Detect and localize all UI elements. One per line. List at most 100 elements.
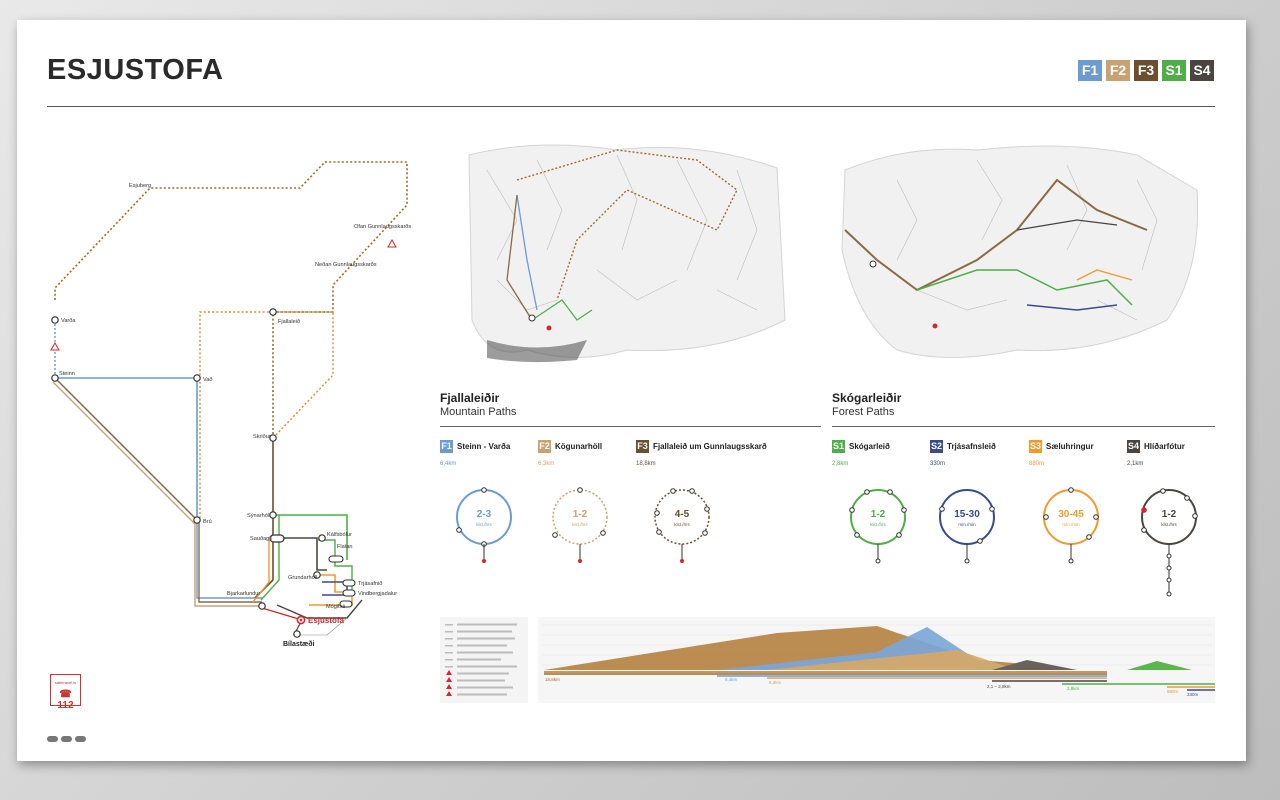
warning-icon (50, 341, 60, 351)
mountain-section-title: Fjallaleiðir (440, 391, 500, 405)
route-code-badge: S3 (1029, 440, 1042, 453)
route-name: Trjásafnsleið (947, 442, 996, 451)
route-header-f3[interactable]: F3 Fjallaleið um Gunnlaugsskarð (636, 440, 767, 453)
route-code-badge: S1 (832, 440, 845, 453)
map-label-bru: Brú (203, 519, 212, 525)
map-node-vad (193, 374, 201, 382)
route-badge-f2[interactable]: F2 (1106, 60, 1130, 81)
route-badge-s4[interactable]: S4 (1190, 60, 1214, 81)
sponsor-logos (47, 736, 86, 742)
map-label-esjustofa: Esjustofa (308, 616, 345, 625)
route-distance: 6,4km (440, 461, 457, 467)
sponsor-logo (75, 736, 86, 742)
map-label-nedan-gunnlaugsskard: Neðan Gunnlaugsskarðs (315, 261, 377, 268)
route-circle-f3: 4-5 klst./hrs (654, 488, 710, 563)
route-badge-s1[interactable]: S1 (1162, 60, 1186, 81)
map-label-mogilsa: Mógilsá (326, 604, 346, 610)
route-distance: 6,3km (538, 461, 555, 467)
map-node-skridur (269, 434, 277, 442)
route-circle-f2: 1-2 klst./hrs (552, 487, 608, 563)
profile-dist-label: 880m (1167, 689, 1179, 694)
route-header-s2[interactable]: S2 Trjásafnsleið (930, 440, 996, 453)
map-node-steinn (51, 374, 59, 382)
map-label-skridur: Skriður (253, 433, 271, 440)
route-distance: 330m (930, 461, 946, 467)
route-circle-f1: 2-3 klst./hrs (456, 487, 512, 563)
route-circle-s3: 30-45 mín./min (1043, 487, 1099, 564)
route-distance: 18,8km (636, 461, 656, 467)
emergency-contact-box: safetravel.is ☎ 112 (50, 674, 81, 711)
route-loop-diagrams: 2-3 klst./hrs 1-2 klst./hrs (456, 487, 1198, 597)
route-circle-time: 4-5 (675, 509, 690, 520)
map-label-kolfsbolur: Kálfsbólur (327, 532, 352, 538)
route-distance: 880m (1029, 461, 1045, 467)
route-s2-loop (322, 581, 348, 596)
route-circle-unit: mín./min (1062, 522, 1080, 527)
route-name: Steinn - Varða (457, 442, 511, 451)
map-node-grundarholl (313, 571, 321, 579)
map-label-fjallaleid: Fjallaleið (278, 318, 300, 325)
map-node-bru (193, 516, 201, 524)
map-label-saudagil: Sauðagil (250, 535, 272, 542)
route-circle-unit: klst./hrs (1161, 522, 1177, 527)
emergency-number: 112 (57, 700, 74, 711)
route-f3-line (54, 161, 408, 438)
profile-dist-label: 18,8km (545, 677, 560, 682)
route-distance: 2,1km (1127, 461, 1144, 467)
page-title: ESJUSTOFA (47, 54, 224, 86)
route-header-f2[interactable]: F2 Kögunarhöll (538, 440, 602, 453)
route-s4-loop (275, 537, 327, 571)
route-circle-time: 1-2 (573, 509, 588, 520)
route-badge-f3[interactable]: F3 (1134, 60, 1158, 81)
map-label-trjasafnid: Trjásafnið (358, 580, 382, 587)
emergency-phone[interactable]: ☎ 112 (51, 689, 80, 711)
route-s1-inner (317, 539, 353, 592)
map-node-bjarkarlundur (258, 602, 266, 610)
mountain-section-subtitle: Mountain Paths (440, 406, 517, 418)
schematic-route-map: Esjuberg Ofan Gunnlaugsskarðs Neðan Gunn… (50, 161, 411, 648)
map-node-trjasafnid (342, 579, 356, 587)
profile-dist-label: 2,8km (1067, 686, 1080, 691)
route-s4-lower (276, 599, 363, 619)
map-label-synarholl: Sýnarhóll (247, 513, 270, 519)
map-node-kolfsbolur (318, 534, 326, 542)
elevation-profile: 18,8km 6,4km 6,3km 2,1 – 2,8km 2,8km 880… (538, 617, 1215, 703)
map-node-varda (51, 316, 59, 324)
route-code-badge: S4 (1127, 440, 1140, 453)
contact-website[interactable]: safetravel.is (54, 680, 77, 685)
route-circle-s1: 1-2 klst./hrs (849, 489, 907, 564)
route-trunk-green (260, 515, 280, 601)
route-circle-time: 30-45 (1058, 509, 1084, 520)
route-name: Hlíðarfótur (1144, 442, 1185, 451)
route-header-s3[interactable]: S3 Sæluhringur (1029, 440, 1094, 453)
route-badge-f1[interactable]: F1 (1078, 60, 1102, 81)
map-label-grundarholl: Grundarhóll (288, 575, 317, 581)
route-circle-unit: klst./hrs (476, 522, 492, 527)
map-label-varda: Varða (61, 317, 76, 324)
route-circle-unit: klst./hrs (674, 522, 690, 527)
route-header-s4[interactable]: S4 Hlíðarfótur (1127, 440, 1185, 453)
route-circle-unit: mín./min (958, 522, 976, 527)
profile-s1 (1127, 661, 1192, 670)
route-bru-bundle-c (52, 381, 262, 607)
forest-terrain-illustration (841, 145, 1199, 358)
sponsor-logo (61, 736, 72, 742)
route-bru-bundle-b (56, 379, 262, 603)
route-trunk-orange (252, 540, 270, 603)
route-s1-loop (273, 514, 348, 560)
route-circle-time: 1-2 (871, 509, 886, 520)
sponsor-logo (47, 736, 58, 742)
route-code-badge: F2 (538, 440, 551, 453)
route-header-f1[interactable]: F1 Steinn - Varða (440, 440, 510, 453)
map-node-vindbergjadalur (342, 589, 356, 597)
route-name: Kögunarhöll (555, 442, 603, 451)
map-node-flatan (328, 555, 344, 563)
route-f3-branch (199, 311, 334, 520)
trail-sign-board: ESJUSTOFA F1 F2 F3 S1 S4 (17, 20, 1246, 761)
phone-icon: ☎ (59, 689, 72, 700)
map-label-bilastaedi: Bílastæði (283, 640, 315, 648)
map-label-ofan-gunnlaugsskard: Ofan Gunnlaugsskarðs (354, 223, 411, 230)
route-circle-s4: 1-2 klst./hrs (1141, 488, 1198, 597)
profile-s4 (992, 660, 1077, 670)
route-header-s1[interactable]: S1 Skógarleið (832, 440, 890, 453)
